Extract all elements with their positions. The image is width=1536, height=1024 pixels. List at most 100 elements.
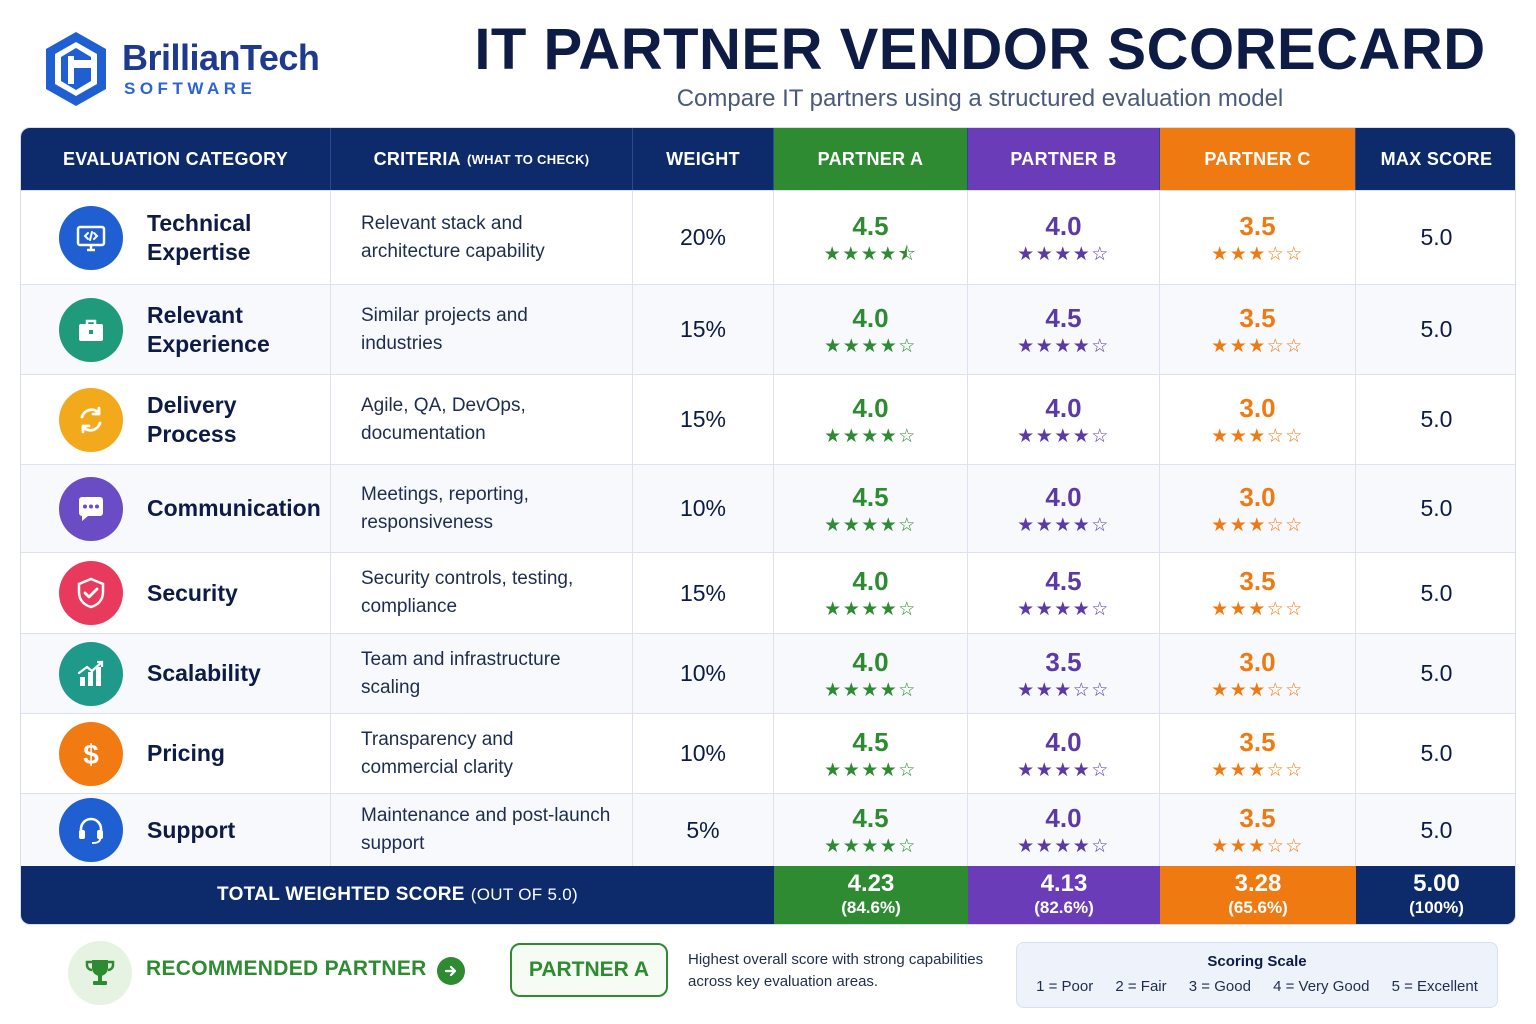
score-value: 4.0 [852,646,889,677]
weight-cell: 20% [633,191,774,284]
partner-a-score: 4.5 ★★★★⯪ [774,191,968,284]
scale-item: 4 = Very Good [1273,978,1370,995]
total-partner-b: 4.13 (82.6%) [968,866,1160,924]
partner-b-score: 4.0 ★★★★☆ [968,191,1160,284]
weight-cell: 15% [633,553,774,633]
max-score-cell: 5.0 [1420,316,1453,342]
arrow-right-icon [437,957,465,985]
partner-c-score: 3.5 ★★★☆☆ [1160,191,1356,284]
table-row: Scalability Team and infrastructure scali… [21,633,1515,713]
score-value: 4.0 [1045,803,1082,833]
criteria-cell: Similar projects and industries [331,285,633,374]
weight-cell: 10% [633,634,774,713]
partner-a-score: 4.0 ★★★★☆ [774,375,968,464]
partner-a-score: 4.0 ★★★★☆ [774,285,968,374]
score-value: 4.0 [852,566,889,596]
star-rating: ★★★★☆ [1017,835,1110,857]
score-value: 4.0 [852,302,889,333]
recommended-partner-label: RECOMMENDED PARTNER [146,957,427,980]
category-label: Communication [147,495,321,521]
star-rating: ★★★★☆ [1017,334,1110,357]
dollar-icon: $ [59,721,123,786]
header-criteria: CRITERIA (WHAT TO CHECK) [331,128,633,190]
star-rating: ★★★★☆ [824,424,917,447]
code-monitor-icon [59,205,123,270]
header-partner-a: PARTNER A [774,128,968,190]
max-score-cell: 5.0 [1420,579,1453,606]
category-cell: $ Pricing [21,714,331,793]
score-value: 4.5 [1045,302,1082,333]
weight-cell: 5% [633,794,774,866]
score-value: 3.5 [1239,803,1276,833]
category-label: Security [147,579,238,606]
star-rating: ★★★★☆ [1017,242,1110,265]
star-rating: ★★★★☆ [1017,424,1110,447]
partner-c-score: 3.0 ★★★☆☆ [1160,465,1356,552]
table-row: Delivery Process Agile, QA, DevOps, docum… [21,374,1515,464]
partner-b-score: 4.0 ★★★★☆ [968,714,1160,793]
score-value: 4.5 [852,210,889,241]
max-score-cell: 5.0 [1420,816,1453,843]
header-partner-c: PARTNER C [1160,128,1356,190]
partner-b-score: 4.0 ★★★★☆ [968,465,1160,552]
category-label: Support [147,816,236,843]
scale-item: 3 = Good [1188,978,1251,995]
score-value: 3.5 [1239,726,1276,757]
category-cell: Relevant Experience [21,285,331,374]
partner-a-score: 4.0 ★★★★☆ [774,553,968,633]
category-label: Delivery Process [147,391,237,447]
criteria-cell: Team and infrastructure scaling [331,634,633,713]
criteria-cell: Meetings, reporting, responsiveness [331,465,633,552]
max-score-cell: 5.0 [1420,406,1453,432]
criteria-cell: Security controls, testing, compliance [331,553,633,633]
score-value: 4.0 [1045,726,1082,757]
star-rating: ★★★☆☆ [1211,758,1304,781]
partner-c-score: 3.5 ★★★☆☆ [1160,794,1356,866]
star-rating: ★★★☆☆ [1017,678,1110,701]
max-score-cell: 5.0 [1420,660,1453,686]
star-rating: ★★★★☆ [1017,598,1110,620]
logo-hexagon-icon [46,32,106,106]
star-rating: ★★★☆☆ [1211,513,1304,536]
score-value: 4.5 [852,726,889,757]
weight-cell: 15% [633,285,774,374]
total-label: TOTAL WEIGHTED SCORE (OUT OF 5.0) [217,884,578,905]
headset-icon [59,798,123,862]
brand-logo: BrillianTech SOFTWARE [44,30,320,108]
scorecard-table: EVALUATION CATEGORY CRITERIA (WHAT TO CHE… [20,127,1516,925]
star-rating: ★★★☆☆ [1211,835,1304,857]
weight-cell: 10% [633,714,774,793]
score-value: 3.0 [1239,481,1276,512]
criteria-cell: Relevant stack and architecture capabili… [331,191,633,284]
score-value: 3.5 [1045,646,1082,677]
star-rating: ★★★★☆ [1017,758,1110,781]
total-row: TOTAL WEIGHTED SCORE (OUT OF 5.0) 4.23 (84… [21,866,1515,924]
header-weight: WEIGHT [633,128,774,190]
partner-c-score: 3.5 ★★★☆☆ [1160,285,1356,374]
partner-a-score: 4.5 ★★★★☆ [774,465,968,552]
score-value: 4.0 [1045,481,1082,512]
category-cell: Security [21,553,331,633]
header-partner-b: PARTNER B [968,128,1160,190]
category-cell: Support [21,794,331,866]
partner-c-score: 3.5 ★★★☆☆ [1160,553,1356,633]
shield-check-icon [59,561,123,625]
header: BrillianTech SOFTWARE IT PARTNER VENDOR … [0,0,1536,128]
score-value: 4.0 [1045,210,1082,241]
star-rating: ★★★★⯪ [823,242,918,265]
scale-item: 1 = Poor [1036,978,1094,995]
briefcase-icon [59,297,123,362]
partner-a-score: 4.0 ★★★★☆ [774,634,968,713]
weight-cell: 10% [633,465,774,552]
partner-a-score: 4.5 ★★★★☆ [774,714,968,793]
partner-a-score: 4.5 ★★★★☆ [774,794,968,866]
category-label: Pricing [147,740,225,766]
recommendation-note: Highest overall score with strong capabi… [688,951,984,990]
star-rating: ★★★★☆ [824,334,917,357]
page-title: IT PARTNER VENDOR SCORECARD [474,17,1486,82]
criteria-cell: Agile, QA, DevOps, documentation [331,375,633,464]
header-criteria-note: (WHAT TO CHECK) [466,151,590,167]
star-rating: ★★★☆☆ [1211,424,1304,447]
max-score-cell: 5.0 [1420,740,1453,766]
criteria-cell: Transparency and commercial clarity [331,714,633,793]
